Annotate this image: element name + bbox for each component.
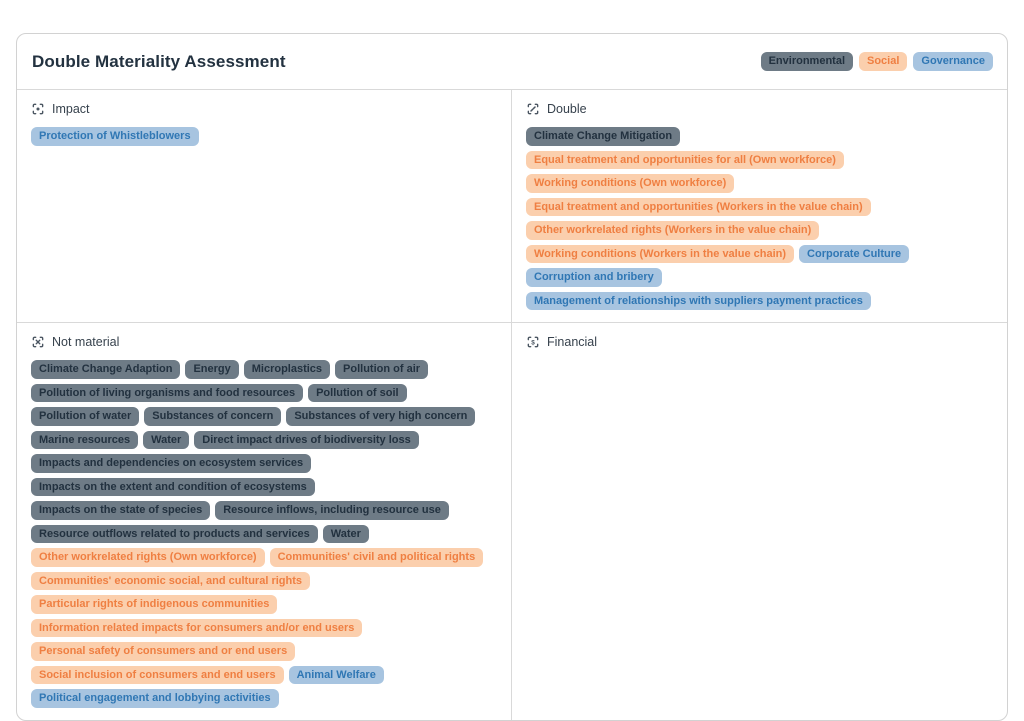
tag-chip[interactable]: Other workrelated rights (Own workforce) (31, 548, 265, 567)
quadrant-double-label: Double (547, 102, 587, 116)
double-tags: Climate Change Mitigation Equal treatment… (526, 127, 993, 310)
quadrant-not-material: Not material Climate Change Adaption Ener… (17, 323, 512, 720)
tag-chip[interactable]: Pollution of water (31, 407, 140, 426)
tag-chip[interactable]: Resource inflows, including resource use (215, 501, 449, 520)
tag-chip[interactable]: Pollution of soil (308, 383, 407, 402)
tag-chip[interactable]: Management of relationships with supplie… (526, 291, 871, 310)
tag-chip[interactable]: Animal Welfare (288, 665, 384, 684)
tag-chip[interactable]: Direct impact drives of biodiversity los… (194, 430, 419, 449)
tag-chip[interactable]: Social inclusion of consumers and end us… (31, 665, 284, 684)
tag-chip[interactable]: Information related impacts for consumer… (31, 618, 363, 637)
tag-chip[interactable]: Water (322, 524, 369, 543)
quadrant-double-header: Double (526, 102, 993, 116)
tag-chip[interactable]: Particular rights of indigenous communit… (31, 595, 278, 614)
legend-chip-governance[interactable]: Governance (913, 52, 993, 71)
tag-chip[interactable]: Pollution of air (335, 360, 429, 379)
tag-chip[interactable]: Corporate Culture (799, 244, 910, 263)
tag-chip[interactable]: Other workrelated rights (Workers in the… (526, 221, 820, 240)
quadrant-double: Double Climate Change Mitigation Equal tr… (512, 90, 1007, 322)
legend: Environmental Social Governance (760, 52, 993, 71)
quadrant-not-material-label: Not material (52, 335, 120, 349)
tag-chip[interactable]: Equal treatment and opportunities for al… (526, 150, 844, 169)
tag-chip[interactable]: Climate Change Mitigation (526, 127, 681, 146)
tag-chip[interactable]: Water (143, 430, 190, 449)
legend-chip-environmental[interactable]: Environmental (760, 52, 853, 71)
card-header: Double Materiality Assessment Environmen… (17, 34, 1007, 90)
not-material-tags: Climate Change Adaption Energy Microplasti… (31, 360, 497, 708)
tag-chip[interactable]: Corruption and bribery (526, 268, 662, 287)
tag-chip[interactable]: Substances of concern (144, 407, 282, 426)
grid-row-bottom: Not material Climate Change Adaption Ener… (17, 322, 1007, 720)
focus-link-icon (526, 102, 540, 116)
tag-chip[interactable]: Impacts on the state of species (31, 501, 211, 520)
quadrant-impact-label: Impact (52, 102, 90, 116)
page-title: Double Materiality Assessment (32, 51, 286, 71)
tag-chip[interactable]: Pollution of living organisms and food r… (31, 383, 304, 402)
tag-chip[interactable]: Communities' economic social, and cultur… (31, 571, 311, 590)
tag-chip[interactable]: Substances of very high concern (286, 407, 476, 426)
tag-chip[interactable]: Equal treatment and opportunities (Worke… (526, 197, 871, 216)
tag-chip[interactable]: Political engagement and lobbying activi… (31, 689, 279, 708)
tag-chip[interactable]: Personal safety of consumers and or end … (31, 642, 296, 661)
tag-chip[interactable]: Energy (185, 360, 239, 379)
focus-x-icon (31, 335, 45, 349)
quadrant-not-material-header: Not material (31, 335, 497, 349)
quadrant-impact-header: Impact (31, 102, 497, 116)
tag-chip[interactable]: Marine resources (31, 430, 139, 449)
quadrant-financial: $ Financial (512, 323, 1007, 720)
legend-chip-social[interactable]: Social (859, 52, 908, 71)
tag-chip[interactable]: Communities' civil and political rights (269, 548, 484, 567)
tag-chip[interactable]: Working conditions (Workers in the value… (526, 244, 795, 263)
focus-dot-icon (31, 102, 45, 116)
tag-chip[interactable]: Microplastics (243, 360, 331, 379)
focus-dollar-icon: $ (526, 335, 540, 349)
tag-chip[interactable]: Protection of Whistleblowers (31, 127, 199, 146)
quadrant-grid: Impact Protection of Whistleblowers (17, 90, 1007, 720)
tag-chip[interactable]: Impacts on the extent and condition of e… (31, 477, 315, 496)
impact-tags: Protection of Whistleblowers (31, 127, 497, 146)
assessment-card: Double Materiality Assessment Environmen… (16, 33, 1008, 721)
tag-chip[interactable]: Impacts and dependencies on ecosystem se… (31, 454, 312, 473)
quadrant-impact: Impact Protection of Whistleblowers (17, 90, 512, 322)
quadrant-financial-header: $ Financial (526, 335, 993, 349)
tag-chip[interactable]: Working conditions (Own workforce) (526, 174, 735, 193)
tag-chip[interactable]: Resource outflows related to products an… (31, 524, 318, 543)
grid-row-top: Impact Protection of Whistleblowers (17, 90, 1007, 322)
quadrant-financial-label: Financial (547, 335, 598, 349)
svg-text:$: $ (531, 339, 535, 346)
tag-chip[interactable]: Climate Change Adaption (31, 360, 181, 379)
